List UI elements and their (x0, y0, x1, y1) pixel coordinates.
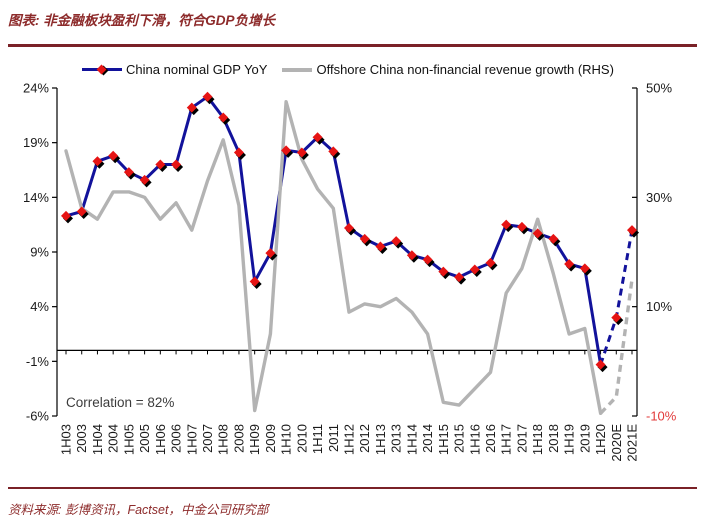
svg-text:1H03: 1H03 (59, 424, 74, 455)
figure-title: 图表: 非金融板块盈利下滑，符合GDP负增长 (8, 13, 276, 28)
svg-text:2010: 2010 (294, 424, 309, 453)
svg-text:1H12: 1H12 (342, 424, 357, 455)
svg-text:2013: 2013 (389, 424, 404, 453)
svg-text:2020E: 2020E (609, 424, 624, 462)
svg-text:30%: 30% (646, 190, 672, 205)
svg-text:2014: 2014 (420, 424, 435, 453)
svg-text:2012: 2012 (357, 424, 372, 453)
svg-text:19%: 19% (23, 135, 49, 150)
svg-text:2011: 2011 (326, 424, 341, 452)
svg-text:1H05: 1H05 (121, 424, 136, 455)
svg-text:1H09: 1H09 (247, 424, 262, 455)
svg-text:1H06: 1H06 (153, 424, 168, 455)
svg-text:1H16: 1H16 (467, 424, 482, 455)
source-note: 资料来源: 彭博资讯，Factset，中金公司研究部 (8, 503, 269, 517)
svg-text:2008: 2008 (231, 424, 246, 453)
legend-item-revenue: Offshore China non-financial revenue gro… (282, 62, 614, 77)
svg-text:2007: 2007 (200, 424, 215, 453)
svg-text:1H13: 1H13 (373, 424, 388, 455)
svg-text:-10%: -10% (646, 409, 677, 424)
correlation-annotation: Correlation = 82% (66, 395, 175, 410)
legend-label-revenue: Offshore China non-financial revenue gro… (316, 62, 614, 77)
svg-text:1H17: 1H17 (499, 424, 514, 455)
svg-text:1H14: 1H14 (404, 424, 419, 455)
svg-text:1H20: 1H20 (593, 424, 608, 455)
svg-text:2006: 2006 (169, 424, 184, 453)
svg-text:2019: 2019 (577, 424, 592, 453)
svg-text:2009: 2009 (263, 424, 278, 453)
svg-text:24%: 24% (23, 81, 49, 96)
top-rule (8, 44, 697, 47)
svg-text:2021E: 2021E (625, 424, 640, 462)
svg-text:2016: 2016 (483, 424, 498, 453)
svg-text:1H15: 1H15 (436, 424, 451, 455)
svg-text:-1%: -1% (26, 354, 50, 369)
svg-text:1H18: 1H18 (530, 424, 545, 455)
svg-text:10%: 10% (646, 299, 672, 314)
svg-text:2017: 2017 (514, 424, 529, 453)
svg-text:1H11: 1H11 (310, 424, 325, 454)
svg-text:50%: 50% (646, 81, 672, 96)
legend-item-gdp: China nominal GDP YoY (82, 62, 267, 77)
svg-text:14%: 14% (23, 190, 49, 205)
svg-text:2004: 2004 (106, 424, 121, 453)
bottom-rule (8, 487, 697, 489)
chart-legend: China nominal GDP YoY Offshore China non… (57, 62, 639, 77)
svg-text:4%: 4% (30, 299, 49, 314)
svg-text:2005: 2005 (137, 424, 152, 453)
legend-label-gdp: China nominal GDP YoY (126, 62, 268, 77)
svg-text:1H10: 1H10 (279, 424, 294, 455)
svg-text:1H07: 1H07 (184, 424, 199, 455)
revenue-line-marker-icon (282, 67, 313, 72)
svg-text:2003: 2003 (74, 424, 89, 453)
svg-text:2018: 2018 (546, 424, 561, 453)
gdp-line-marker-icon (82, 64, 123, 76)
svg-text:1H04: 1H04 (90, 424, 105, 455)
svg-text:1H08: 1H08 (216, 424, 231, 455)
svg-text:2015: 2015 (452, 424, 467, 453)
svg-text:1H19: 1H19 (562, 424, 577, 455)
svg-text:9%: 9% (30, 245, 49, 260)
svg-text:-6%: -6% (26, 409, 50, 424)
